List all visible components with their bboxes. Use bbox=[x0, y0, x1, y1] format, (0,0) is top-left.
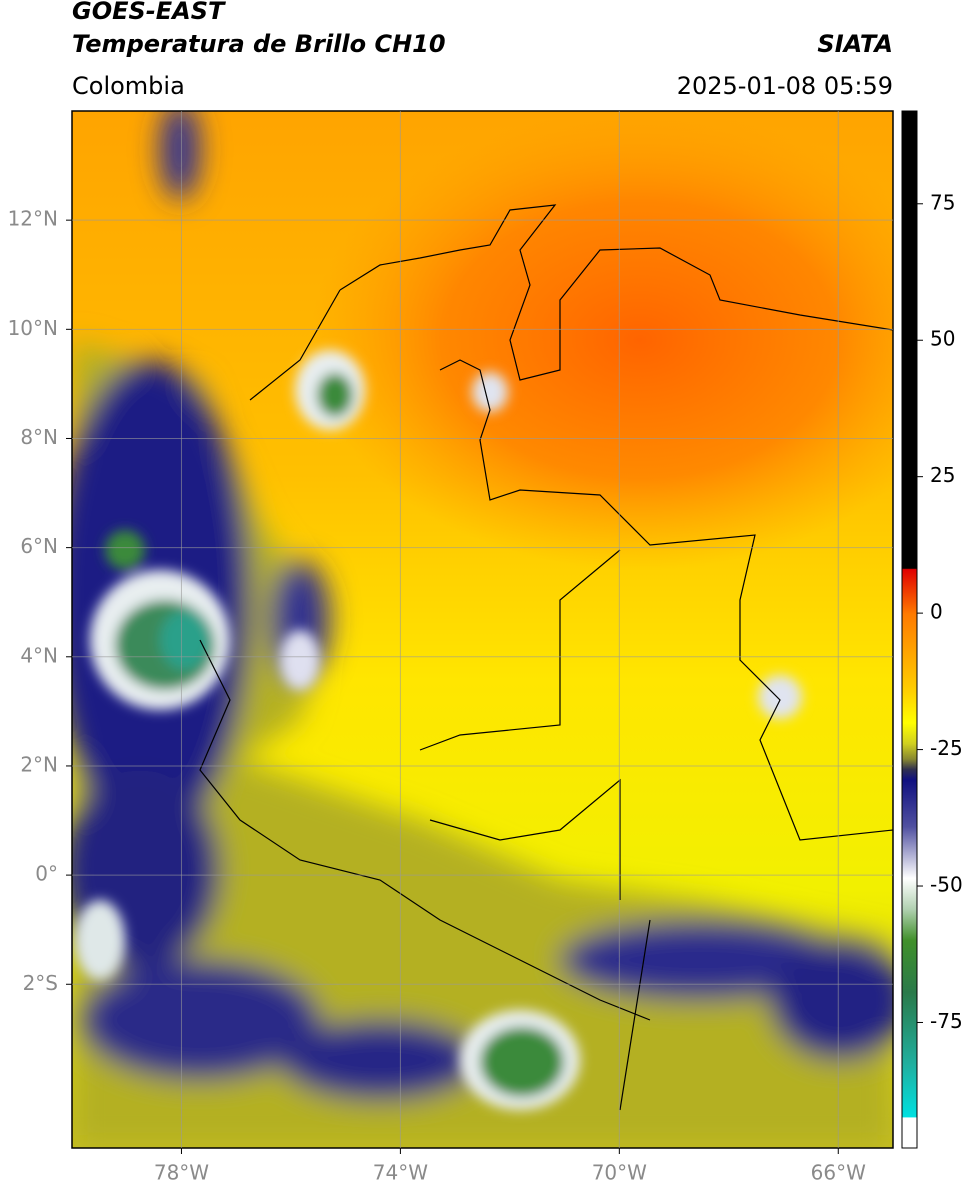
x-tick-label: 70°W bbox=[592, 1161, 647, 1185]
satellite-image bbox=[72, 111, 893, 1148]
colorbar-tick-label: -75 bbox=[930, 1009, 963, 1033]
borders bbox=[199, 204, 893, 1111]
timestamp: 2025-01-08 05:59 bbox=[677, 72, 893, 100]
y-tick-label: 8°N bbox=[20, 425, 58, 449]
y-tick-label: 10°N bbox=[8, 316, 58, 340]
colorbar-tick-label: 50 bbox=[930, 327, 955, 351]
y-tick-label: 6°N bbox=[20, 534, 58, 558]
x-tick-label: 66°W bbox=[811, 1161, 866, 1185]
colorbar-tick-label: 75 bbox=[930, 190, 955, 214]
y-tick-label: 2°N bbox=[20, 752, 58, 776]
subtitle: Temperatura de Brillo CH10 bbox=[72, 30, 446, 58]
y-tick-label: 2°S bbox=[23, 971, 58, 995]
y-tick-label: 4°N bbox=[20, 643, 58, 667]
colorbar-tick-label: -50 bbox=[930, 873, 963, 897]
x-tick-label: 78°W bbox=[154, 1161, 209, 1185]
map-frame bbox=[71, 110, 894, 1149]
colorbar-tick-label: 25 bbox=[930, 463, 955, 487]
region: Colombia bbox=[72, 72, 185, 100]
source: SIATA bbox=[817, 30, 893, 58]
colorbar-tick-label: 0 bbox=[930, 600, 943, 624]
y-tick-label: 12°N bbox=[8, 207, 58, 231]
y-tick-label: 0° bbox=[35, 862, 58, 886]
colorbar-tick-label: -25 bbox=[930, 736, 963, 760]
x-tick-label: 74°W bbox=[373, 1161, 428, 1185]
title: GOES-EAST bbox=[72, 0, 226, 25]
colorbar bbox=[901, 110, 918, 1149]
